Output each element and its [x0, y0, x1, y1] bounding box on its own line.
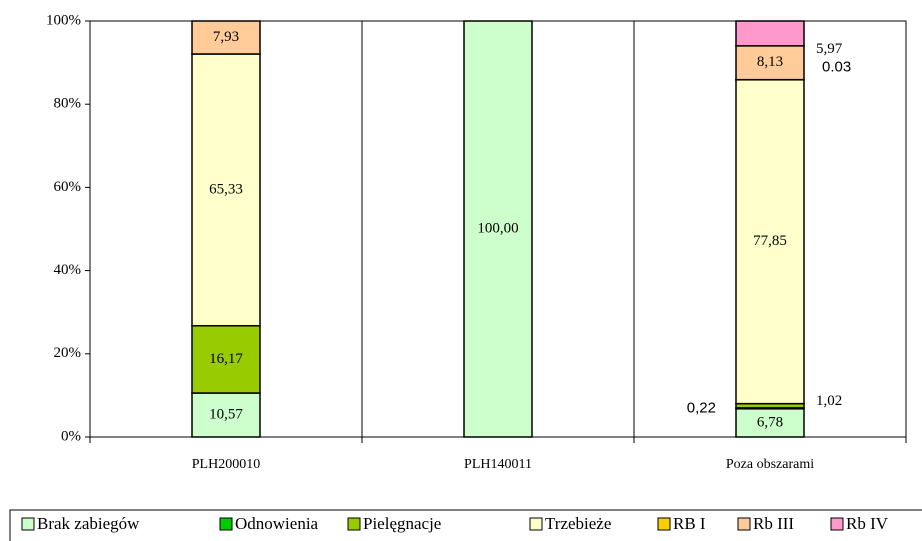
y-tick-label: 20% — [54, 345, 82, 361]
legend-label: Pielęgnacje — [363, 514, 441, 533]
x-tick-label: Poza obszarami — [726, 457, 814, 472]
bar-segment — [191, 53, 261, 327]
bar-segment — [463, 20, 533, 438]
data-label: 65,33 — [209, 181, 243, 197]
y-tick-label: 100% — [46, 12, 81, 28]
legend-label: Odnowienia — [235, 514, 319, 533]
data-label: 5,97 — [816, 41, 843, 57]
bar-segment — [735, 79, 805, 405]
legend-label: Rb IV — [846, 514, 889, 533]
legend-swatch — [830, 517, 844, 531]
legend-swatch — [737, 517, 751, 531]
bar-segment — [735, 20, 805, 47]
data-label: 10,57 — [209, 406, 243, 422]
legend-swatch — [529, 517, 543, 531]
data-label: 1,02 — [816, 393, 842, 409]
data-label: 6,78 — [757, 414, 783, 430]
y-tick-label: 0% — [61, 428, 81, 444]
legend-label: Trzebieże — [545, 514, 611, 533]
legend-label: RB I — [673, 514, 706, 533]
data-label: 0,22 — [687, 399, 716, 416]
bar-segment — [191, 20, 261, 55]
x-tick-label: PLH140011 — [464, 457, 532, 472]
legend-swatch — [219, 517, 233, 531]
y-tick-label: 60% — [54, 179, 82, 195]
legend-swatch — [21, 517, 35, 531]
data-label: 8,13 — [757, 54, 783, 70]
bar-segment — [191, 392, 261, 438]
y-tick-label: 40% — [54, 262, 82, 278]
data-label: 100,00 — [477, 220, 518, 236]
data-label: 77,85 — [753, 233, 787, 249]
legend-label: Brak zabiegów — [37, 514, 140, 533]
legend-swatch — [657, 517, 671, 531]
legend-swatch — [347, 517, 361, 531]
legend-box — [9, 509, 922, 541]
data-label: 16,17 — [209, 351, 243, 367]
data-label: 7,93 — [213, 29, 239, 45]
legend-label: Rb III — [753, 514, 794, 533]
data-label: 0.03 — [822, 59, 851, 76]
x-tick-label: PLH200010 — [192, 457, 260, 472]
bar-segment — [735, 45, 805, 81]
y-tick-label: 80% — [54, 96, 82, 112]
